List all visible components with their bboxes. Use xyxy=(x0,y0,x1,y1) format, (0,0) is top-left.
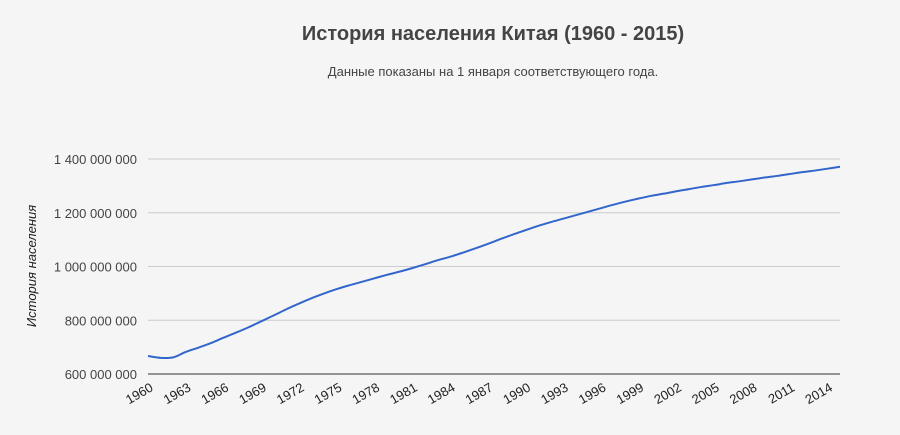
x-tick-label: 1960 xyxy=(123,380,156,407)
x-tick-label: 2011 xyxy=(765,380,797,407)
x-tick-label: 1999 xyxy=(614,380,647,407)
y-tick-label: 1 400 000 000 xyxy=(54,152,137,167)
x-tick-label: 2005 xyxy=(689,380,722,407)
y-tick-label: 1 200 000 000 xyxy=(54,206,137,221)
x-tick-label: 1987 xyxy=(463,380,496,407)
x-tick-label: 1963 xyxy=(161,380,194,407)
x-tick-label: 1984 xyxy=(425,380,458,407)
series-line-china-population xyxy=(147,165,841,360)
chart-title: История населения Китая (1960 - 2015) xyxy=(302,23,684,45)
y-tick-label: 1 000 000 000 xyxy=(54,260,137,275)
gridlines xyxy=(148,158,840,321)
y-tick-labels: 600 000 000 800 000 000 1 000 000 000 1 200… xyxy=(54,152,137,382)
x-tick-label: 1966 xyxy=(198,380,231,407)
y-tick-label: 600 000 000 xyxy=(65,367,137,382)
y-tick-label: 800 000 000 xyxy=(65,313,137,328)
x-tick-label: 1996 xyxy=(576,380,609,407)
x-tick-label: 1978 xyxy=(349,380,382,407)
y-axis-label: История населения xyxy=(24,205,39,327)
x-tick-label: 1981 xyxy=(387,380,420,407)
x-tick-label: 2014 xyxy=(802,380,835,407)
x-tick-label: 1993 xyxy=(538,380,571,407)
x-tick-label: 1972 xyxy=(274,380,307,407)
x-tick-label: 2002 xyxy=(651,380,684,407)
x-tick-label: 1975 xyxy=(312,380,345,407)
x-tick-label: 1969 xyxy=(236,380,269,407)
x-tick-label: 2008 xyxy=(727,380,760,407)
chart-subtitle: Данные показаны на 1 января соответствую… xyxy=(328,64,658,79)
x-tick-label: 1990 xyxy=(500,380,533,407)
x-tick-labels: 1960 1963 1966 1969 1972 1975 1978 1981 1984 1987… xyxy=(123,380,835,407)
